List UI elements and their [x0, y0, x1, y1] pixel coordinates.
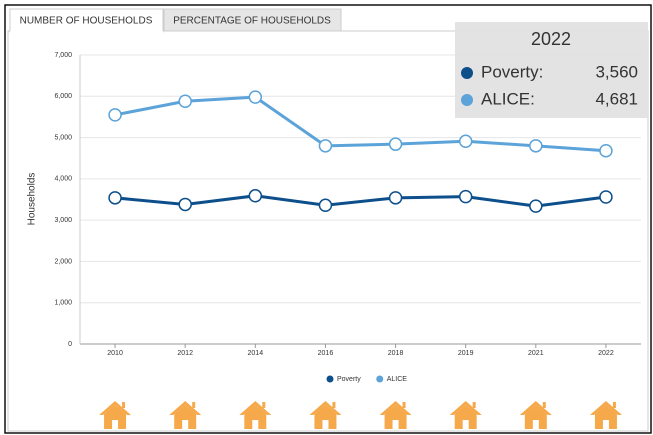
- house-chimney: [262, 402, 266, 408]
- house-body: [384, 405, 407, 429]
- house-body: [524, 405, 547, 429]
- data-point: [599, 190, 613, 204]
- y-tick-label: 0: [68, 341, 72, 348]
- data-point: [458, 134, 473, 149]
- house-icon: [519, 401, 552, 429]
- x-tick-label: 2016: [318, 350, 334, 357]
- y-tick-label: 5,000: [54, 134, 72, 141]
- tooltip-marker: [461, 67, 473, 79]
- house-roof: [309, 401, 342, 415]
- house-icon: [449, 401, 482, 429]
- data-point: [388, 137, 403, 151]
- x-tick-label: 2021: [528, 350, 544, 357]
- x-tick-label: 2014: [248, 350, 264, 357]
- house-roof: [379, 401, 412, 415]
- house-body: [314, 405, 337, 429]
- x-tick-label: 2022: [598, 350, 614, 357]
- x-tick-label: 2012: [177, 350, 193, 357]
- data-point: [458, 189, 473, 204]
- data-point: [178, 197, 192, 212]
- house-chimney: [542, 402, 546, 408]
- data-point: [178, 94, 192, 108]
- house-chimney: [472, 402, 476, 408]
- data-point: [108, 191, 122, 205]
- data-point: [248, 189, 263, 203]
- tab-label[interactable]: NUMBER OF HOUSEHOLDS: [20, 16, 153, 27]
- x-tick-label: 2018: [388, 350, 404, 357]
- tooltip-title: 2022: [531, 29, 571, 49]
- house-roof: [99, 401, 132, 415]
- y-tick-label: 3,000: [54, 217, 72, 224]
- house-icon: [99, 401, 132, 429]
- tooltip-value: 4,681: [595, 89, 638, 108]
- house-icon: [379, 401, 412, 429]
- house-body: [104, 405, 127, 429]
- house-roof: [589, 401, 622, 415]
- y-axis-label: Households: [27, 173, 38, 226]
- series-line: [114, 95, 607, 153]
- house-roof: [169, 401, 202, 415]
- legend-marker: [376, 375, 384, 383]
- data-point: [248, 90, 263, 104]
- house-body: [244, 405, 267, 429]
- y-tick-label: 2,000: [54, 258, 72, 265]
- house-body: [174, 405, 197, 429]
- house-chimney: [332, 402, 336, 408]
- house-body: [454, 405, 477, 429]
- legend-label: ALICE: [387, 376, 408, 383]
- house-roof: [239, 401, 272, 415]
- data-point: [388, 191, 403, 205]
- house-icon: [589, 401, 622, 429]
- y-tick-label: 1,000: [54, 300, 72, 307]
- house-chimney: [122, 402, 126, 408]
- house-icon: [169, 401, 202, 429]
- house-body: [594, 405, 617, 429]
- tab-label[interactable]: PERCENTAGE OF HOUSEHOLDS: [173, 16, 331, 27]
- tooltip-label: Poverty:: [481, 62, 543, 81]
- tooltip-value: 3,560: [595, 62, 638, 81]
- house-chimney: [612, 402, 616, 408]
- legend-marker: [326, 375, 334, 383]
- house-roof: [449, 401, 482, 415]
- house-roof: [519, 401, 552, 415]
- y-tick-label: 7,000: [54, 52, 72, 59]
- house-chimney: [402, 402, 406, 408]
- data-point: [529, 199, 543, 213]
- series-line: [114, 194, 607, 208]
- house-icon: [239, 401, 272, 429]
- tooltip: [455, 22, 648, 118]
- tooltip-label: ALICE:: [481, 89, 535, 108]
- data-point: [318, 198, 333, 213]
- x-tick-label: 2010: [107, 350, 123, 357]
- tooltip-marker: [461, 94, 473, 106]
- tab-gap: [10, 31, 163, 33]
- house-icon: [309, 401, 342, 429]
- y-tick-label: 6,000: [54, 93, 72, 100]
- data-point: [529, 139, 543, 153]
- x-tick-label: 2019: [458, 350, 474, 357]
- tab[interactable]: [163, 8, 342, 32]
- data-point: [599, 143, 613, 158]
- house-chimney: [192, 402, 196, 408]
- y-tick-label: 4,000: [54, 176, 72, 183]
- data-point: [108, 108, 122, 122]
- data-point: [318, 139, 333, 153]
- legend-label: Poverty: [337, 376, 361, 383]
